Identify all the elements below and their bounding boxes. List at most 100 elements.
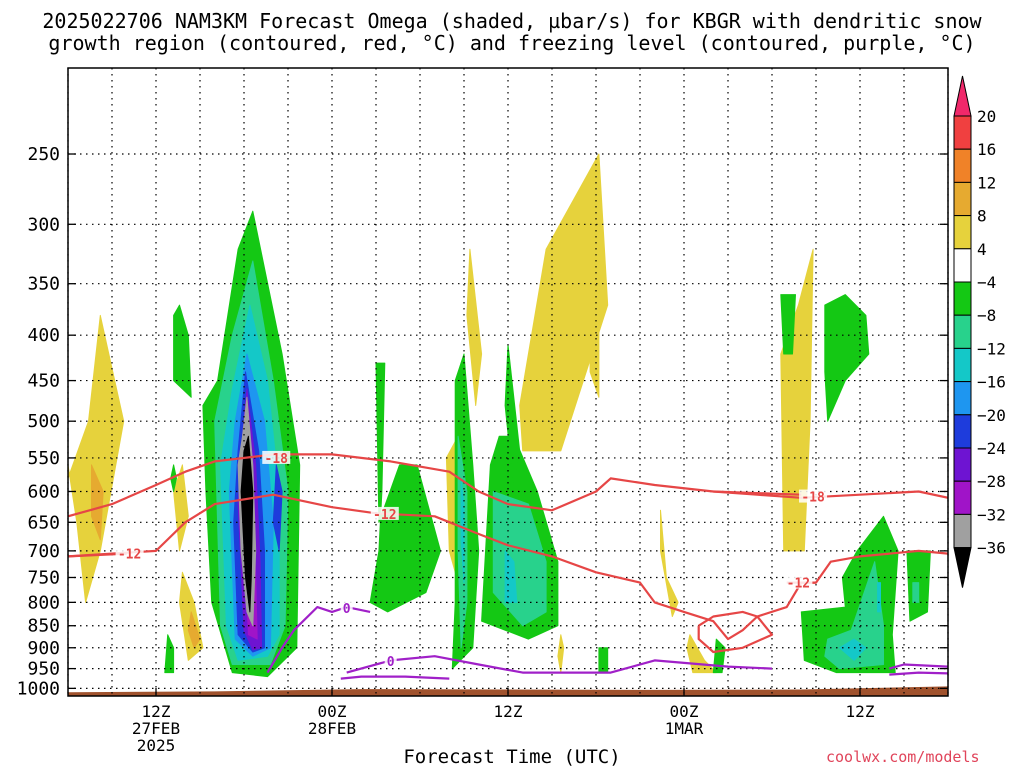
omega-region-neg36-0 bbox=[240, 435, 254, 613]
contour-label: -18 bbox=[265, 452, 289, 467]
contour-label: -12 bbox=[787, 577, 810, 592]
x-tick-label: 12Z bbox=[142, 702, 171, 721]
x-axis-title: Forecast Time (UTC) bbox=[403, 746, 621, 768]
colorbar-label: −4 bbox=[977, 273, 996, 292]
contour-label-bg bbox=[340, 601, 353, 615]
colorbar-box-2 bbox=[953, 181, 972, 217]
omega-region-neg4-8 bbox=[780, 294, 796, 355]
colorbar-box-6 bbox=[953, 314, 972, 349]
contour-line-9 bbox=[889, 663, 948, 670]
colorbar-label: −20 bbox=[977, 406, 1006, 425]
y-tick-label-500: 500 bbox=[27, 411, 60, 432]
colorbar-box-9 bbox=[953, 414, 972, 449]
y-tick-label-550: 550 bbox=[27, 448, 60, 469]
y-tick-label-350: 350 bbox=[27, 274, 60, 295]
y-tick-label-850: 850 bbox=[27, 616, 60, 637]
omega-region-neg12-2 bbox=[504, 550, 518, 603]
omega-region-neg4-6 bbox=[164, 634, 175, 674]
colorbar-label: −12 bbox=[977, 339, 1006, 358]
x-tick-label: 12Z bbox=[846, 702, 875, 721]
contour-line-7 bbox=[346, 655, 773, 674]
x-tick-label: 27FEB bbox=[132, 719, 180, 738]
contour-label: -18 bbox=[801, 491, 825, 506]
omega-region-neg4-2 bbox=[369, 362, 441, 613]
y-axis-ticks: 2503003504004505005506006507007508008509… bbox=[17, 144, 948, 699]
y-tick-label-650: 650 bbox=[27, 512, 60, 533]
contour-label-bg bbox=[799, 489, 828, 503]
contour-line-10 bbox=[889, 671, 948, 676]
colorbar-box-8 bbox=[953, 381, 972, 416]
omega-region-8-0 bbox=[91, 464, 104, 541]
contour-line-0 bbox=[68, 453, 948, 518]
chart-title-line2: growth region (contoured, red, °C) and f… bbox=[48, 31, 976, 55]
colorbar-label: −36 bbox=[977, 539, 1006, 558]
x-tick-label: 1MAR bbox=[665, 719, 704, 738]
omega-region-4-10 bbox=[557, 634, 565, 674]
colorbar-box-1 bbox=[953, 148, 972, 183]
contour-label: -12 bbox=[373, 508, 396, 523]
omega-region-4-5 bbox=[660, 509, 679, 617]
omega-region-neg8-4 bbox=[912, 582, 920, 603]
omega-region-neg12-3 bbox=[839, 638, 867, 661]
omega-region-4-4 bbox=[589, 304, 600, 398]
x-tick-label: 28FEB bbox=[308, 719, 356, 738]
omega-region-neg4-12 bbox=[712, 638, 726, 674]
contour-label-bg bbox=[384, 654, 397, 668]
y-tick-label-750: 750 bbox=[27, 567, 60, 588]
y-tick-label-600: 600 bbox=[27, 481, 60, 502]
colorbar-label: 20 bbox=[977, 107, 996, 126]
colorbar-label: 4 bbox=[977, 240, 987, 259]
contour-label: -12 bbox=[118, 548, 141, 563]
colorbar-label: −16 bbox=[977, 373, 1006, 392]
omega-region-neg12-4 bbox=[877, 582, 881, 613]
y-tick-label-400: 400 bbox=[27, 325, 60, 346]
y-tick-label-250: 250 bbox=[27, 144, 60, 165]
y-tick-label-1000: 1000 bbox=[17, 678, 60, 699]
omega-region-4-0 bbox=[68, 314, 125, 603]
colorbar-label: 8 bbox=[977, 207, 987, 226]
colorbar-label: −8 bbox=[977, 306, 996, 325]
y-tick-label-900: 900 bbox=[27, 638, 60, 659]
omega-region-neg12-1 bbox=[460, 477, 465, 584]
colorbar-box-7 bbox=[953, 347, 972, 383]
contour-line-8 bbox=[340, 675, 450, 680]
colorbar-box-4 bbox=[953, 248, 972, 283]
colorbar-top-arrow bbox=[953, 75, 972, 117]
colorbar-box-0 bbox=[953, 115, 972, 150]
y-tick-label-300: 300 bbox=[27, 214, 60, 235]
contour-label-bg bbox=[784, 575, 813, 589]
colorbar: 20 16 12 8 4 −4 −8 −12 −16 −20 −24 −28 −32 −36 bbox=[953, 75, 1006, 588]
x-tick-label: 00Z bbox=[318, 702, 347, 721]
contour-label-bg bbox=[370, 506, 399, 520]
omega-region-neg8-3 bbox=[824, 561, 884, 670]
omega-shading bbox=[68, 153, 931, 678]
contour-label: 0 bbox=[343, 602, 351, 617]
colorbar-label: −28 bbox=[977, 472, 1006, 491]
omega-region-4-3 bbox=[519, 153, 609, 452]
x-tick-label: 00Z bbox=[670, 702, 699, 721]
chart-title-line1: 2025022706 NAM3KM Forecast Omega (shaded… bbox=[42, 9, 982, 33]
colorbar-label: 16 bbox=[977, 140, 996, 159]
contour-label-bg bbox=[115, 546, 144, 560]
omega-region-neg4-9 bbox=[824, 294, 870, 422]
site-credit: coolwx.com/models bbox=[826, 748, 980, 766]
omega-region-4-7 bbox=[780, 248, 814, 552]
colorbar-box-3 bbox=[953, 215, 972, 250]
omega-region-4-2 bbox=[466, 248, 483, 406]
contour-label: 0 bbox=[387, 655, 395, 670]
colorbar-box-11 bbox=[953, 480, 972, 515]
colorbar-box-10 bbox=[953, 447, 972, 482]
contour-label-bg bbox=[262, 450, 291, 464]
omega-region-neg4-0 bbox=[173, 304, 192, 398]
contour-lines: -18 -18 -12 -12 -12 0 0 bbox=[68, 450, 948, 680]
omega-region-neg4-5 bbox=[504, 344, 521, 492]
x-tick-label: 12Z bbox=[494, 702, 523, 721]
y-tick-label-700: 700 bbox=[27, 541, 60, 562]
contour-line-5 bbox=[697, 610, 774, 654]
colorbar-label: 12 bbox=[977, 173, 996, 192]
colorbar-label: −32 bbox=[977, 505, 1006, 524]
colorbar-box-12 bbox=[953, 513, 972, 549]
y-tick-label-800: 800 bbox=[27, 592, 60, 613]
